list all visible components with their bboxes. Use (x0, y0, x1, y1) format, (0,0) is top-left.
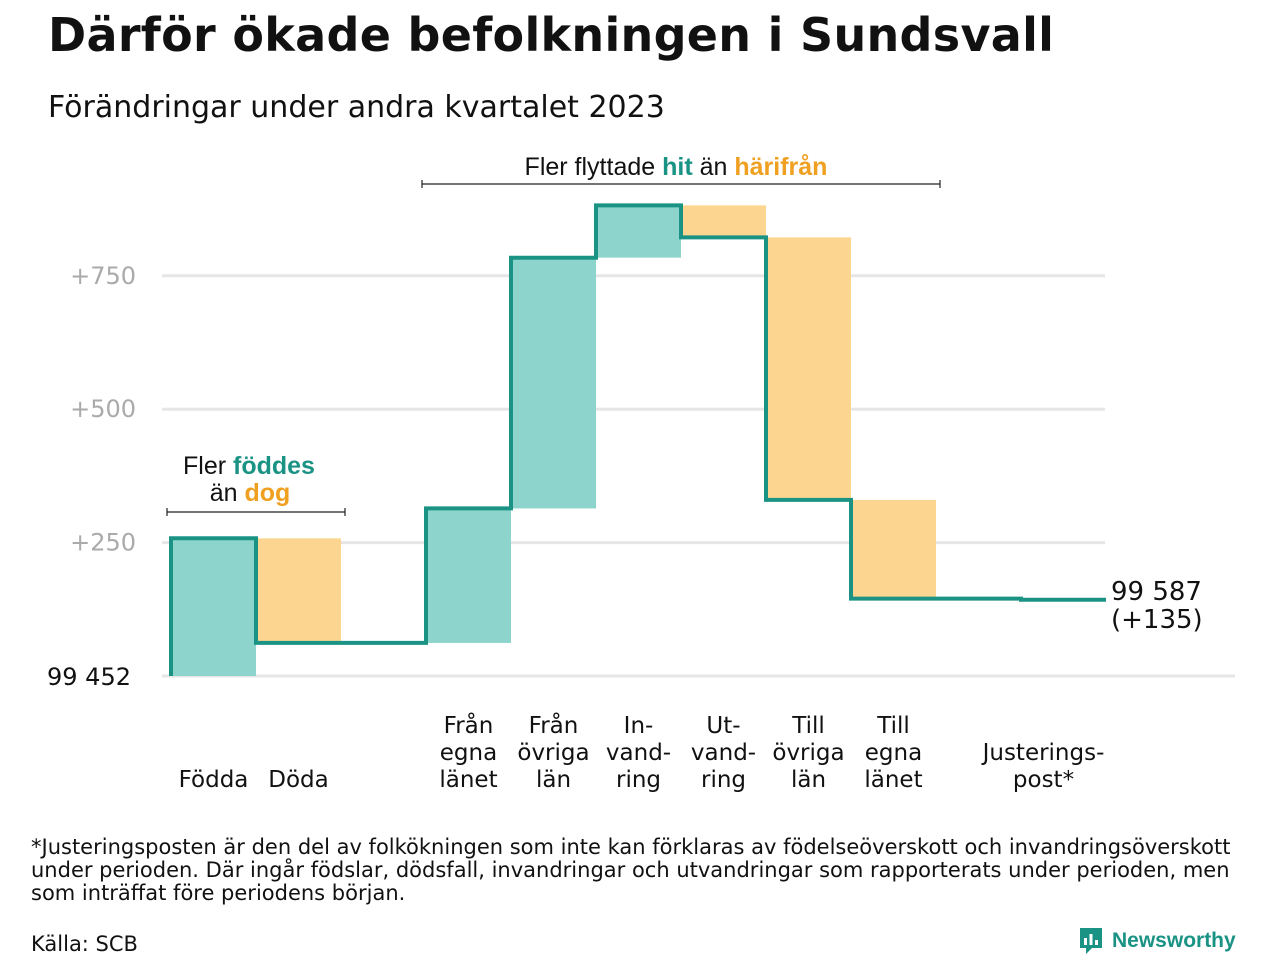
increase-bar (596, 205, 681, 258)
brand-logo: Newsworthy (1078, 926, 1236, 956)
category-label: Från (529, 711, 579, 739)
category-label: Ut- (706, 713, 740, 739)
category-label: övriga (772, 740, 844, 766)
baseline-value-label: 99 452 (47, 663, 131, 691)
category-label: län (791, 767, 826, 793)
category-label: län (536, 767, 571, 793)
category-label: ring (701, 767, 746, 793)
brand-name: Newsworthy (1112, 929, 1236, 952)
births-annotation-line2: än dog (210, 479, 291, 507)
y-tick-label: +750 (70, 262, 136, 290)
category-label: länet (439, 767, 497, 793)
chart-subtitle: Förändringar under andra kvartalet 2023 (48, 90, 665, 125)
cumulative-step-line (169, 203, 1106, 676)
increase-bar (511, 257, 596, 509)
category-label: Döda (268, 767, 328, 793)
category-label: länet (864, 767, 922, 793)
migration-bracket (421, 180, 941, 188)
footnote: *Justeringsposten är den del av folkökni… (31, 835, 1231, 905)
gridlines (162, 274, 1235, 678)
decrease-bar (851, 499, 936, 599)
end-change-label: (+135) (1111, 605, 1203, 635)
category-label: Justerings- (981, 740, 1105, 766)
category-label: vand- (691, 740, 756, 766)
chart-title: Därför ökade befolkningen i Sundsvall (48, 8, 1055, 62)
y-tick-label: +500 (70, 395, 136, 423)
source-note: Källa: SCB (31, 932, 138, 956)
category-label: Till (791, 713, 825, 739)
category-label: vand- (606, 740, 671, 766)
births-annotation-line1: Fler föddes (183, 452, 315, 480)
bars (171, 205, 936, 676)
y-tick-label: +250 (70, 529, 136, 557)
category-label: In- (624, 713, 654, 739)
end-value-label: 99 587 (1111, 577, 1202, 607)
bar-chart-speech-bubble-icon (1080, 928, 1102, 954)
decrease-bar (766, 237, 851, 500)
increase-bar (426, 508, 511, 643)
category-label: övriga (517, 740, 589, 766)
decrease-bar (256, 538, 341, 643)
category-label: Till (876, 713, 910, 739)
category-label: egna (440, 740, 497, 766)
step-line (169, 203, 1106, 676)
increase-bar (171, 538, 256, 676)
category-label: ring (616, 767, 661, 793)
migration-annotation: Fler flyttade hit än härifrån (525, 153, 828, 181)
category-label: Från (444, 711, 494, 739)
category-label: post* (1013, 767, 1074, 793)
births-bracket (166, 508, 346, 516)
category-label: egna (865, 740, 922, 766)
category-label: Födda (179, 767, 249, 793)
decrease-bar (681, 205, 766, 238)
